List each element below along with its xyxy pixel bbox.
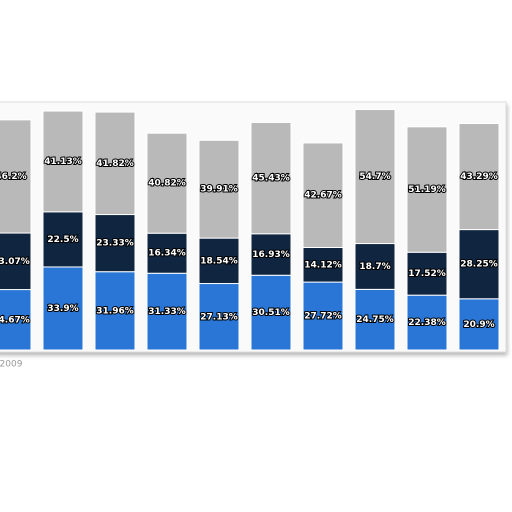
bar-segment [406, 251, 448, 296]
value-label: 17.52% [408, 269, 446, 279]
bar-segment [0, 289, 32, 351]
bar-segment [354, 288, 396, 351]
bar-segment [250, 233, 292, 276]
value-label: 16.93% [252, 250, 290, 260]
bar-segment [94, 111, 136, 216]
bar-segment [458, 123, 500, 231]
value-label: 18.7% [359, 262, 390, 272]
value-label: 45.43% [252, 174, 290, 184]
value-label: 28.25% [460, 260, 498, 270]
value-label: 16.34% [148, 249, 186, 259]
bar-segment [94, 271, 136, 351]
bar-segment [302, 246, 344, 283]
bar-segment [0, 232, 32, 291]
bar-segment [94, 214, 136, 273]
bar-segment [146, 232, 188, 274]
value-label: 24.75% [356, 315, 394, 325]
value-label: 18.54% [200, 256, 238, 266]
value-label: 51.19% [408, 185, 446, 195]
value-label: 27.13% [200, 312, 238, 322]
x-tick-label: 2009 [0, 360, 23, 370]
value-label: 42.67% [304, 191, 342, 201]
bar-segment [198, 139, 240, 239]
bar-segment [198, 283, 240, 351]
value-label: 27.72% [304, 312, 342, 322]
bar-segment [458, 229, 500, 300]
bar-segment [0, 119, 32, 234]
value-label: 31.33% [148, 307, 186, 317]
value-label: 33.9% [47, 304, 78, 314]
value-label: 23.07% [0, 257, 30, 267]
value-label: 30.51% [252, 308, 290, 318]
bar-segment [42, 110, 84, 213]
bar-segment [42, 211, 84, 268]
value-label: 39.91% [200, 185, 238, 195]
value-label: 43.29% [460, 172, 498, 182]
bar-segment [250, 121, 292, 235]
value-label: 31.96% [96, 306, 134, 316]
value-label: 46.2% [0, 172, 27, 182]
bar-segment [354, 109, 396, 245]
value-label: 41.13% [44, 157, 82, 167]
bar-segment [146, 132, 188, 234]
bar-segment [302, 281, 344, 351]
value-label: 22.38% [408, 318, 446, 328]
value-label: 22.5% [47, 235, 78, 245]
value-label: 41.82% [96, 159, 134, 169]
value-label: 40.82% [148, 179, 186, 189]
value-label: 14.12% [304, 260, 342, 270]
value-label: 23.33% [96, 239, 134, 249]
value-label: 54.7% [359, 172, 390, 182]
bar-segment [250, 274, 292, 351]
bar-segment [302, 142, 344, 248]
value-label: 20.9% [463, 320, 494, 330]
value-label: 24.67% [0, 315, 30, 325]
bar-segment [458, 298, 500, 351]
bar-segment [42, 266, 84, 351]
bar-segment [406, 126, 448, 253]
